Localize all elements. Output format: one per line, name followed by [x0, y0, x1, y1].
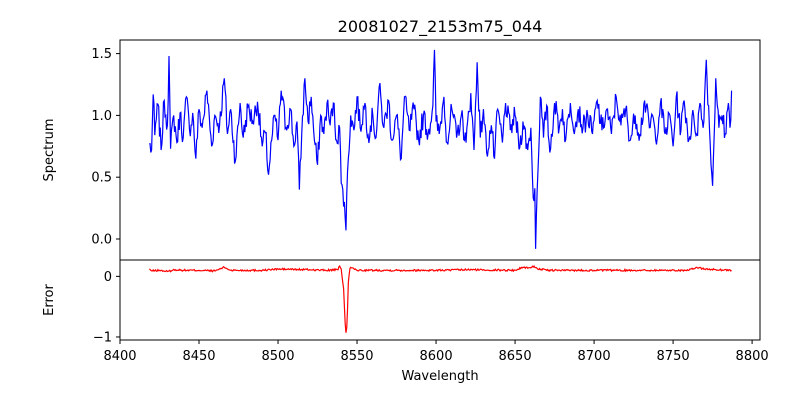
xtick-label: 8700 [578, 349, 611, 364]
spectrum-y-ticks: 0.0 0.5 1.0 1.5 [91, 47, 120, 247]
xtick-label: 8400 [103, 349, 136, 364]
chart-title: 20081027_2153m75_044 [338, 17, 543, 37]
xtick-label: 8800 [736, 349, 769, 364]
spectrum-ytick-label: 0.0 [91, 232, 112, 247]
error-ytick-label: −1 [93, 330, 112, 345]
spectrum-ytick-label: 0.5 [91, 171, 112, 186]
spectrum-y-axis-label: Spectrum [42, 119, 57, 182]
error-line [149, 264, 732, 333]
spectrum-plot-frame [119, 39, 761, 261]
error-y-axis-label: Error [42, 284, 57, 316]
error-panel: −1 0 Error [42, 259, 761, 345]
error-y-ticks: −1 0 [93, 270, 120, 345]
spectrum-panel: 0.0 0.5 1.0 1.5 Spectrum [42, 39, 761, 261]
error-ytick-label: 0 [104, 270, 112, 285]
spectrum-line [149, 49, 733, 249]
x-ticks: 8400 8450 8500 8550 8600 8650 8700 8750 8800 [103, 340, 769, 364]
xtick-label: 8500 [261, 349, 294, 364]
xtick-label: 8450 [182, 349, 215, 364]
x-axis-label: Wavelength [401, 369, 478, 384]
xtick-label: 8750 [657, 349, 690, 364]
xtick-label: 8600 [420, 349, 453, 364]
spectrum-ytick-label: 1.0 [91, 109, 112, 124]
xtick-label: 8550 [340, 349, 373, 364]
error-plot-frame [119, 259, 761, 341]
xtick-label: 8650 [499, 349, 532, 364]
spectrum-ytick-label: 1.5 [91, 47, 112, 62]
